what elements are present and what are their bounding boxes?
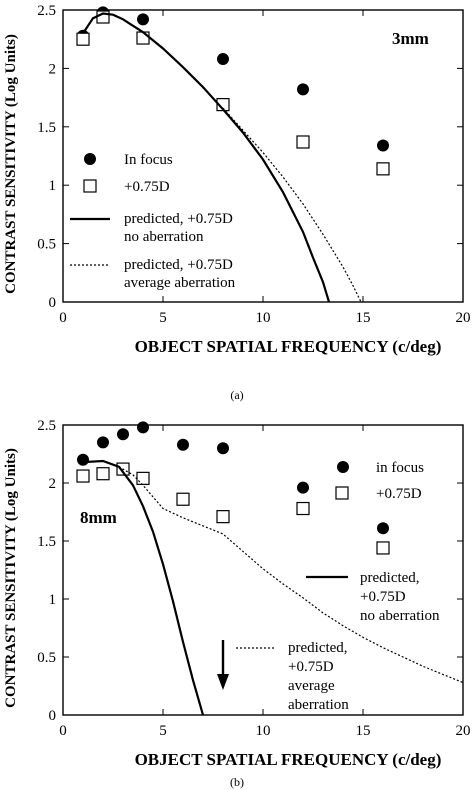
legend-label: +0.75D xyxy=(124,179,170,195)
legend-label: no aberration xyxy=(360,608,440,624)
data-point-defocus xyxy=(96,467,110,481)
data-point-defocus xyxy=(176,492,190,506)
data-point-in-focus xyxy=(377,139,389,152)
y-tick-label: 2.5 xyxy=(37,3,56,19)
data-point-defocus xyxy=(76,32,90,46)
panel-b: 0 5 10 15 20 0 0.5 1 1.5 2 2.5 OBJECT SPATIAL FREQU… xyxy=(3,418,471,789)
x-tick-label: 10 xyxy=(256,723,271,739)
legend-marker-defocus xyxy=(83,179,97,193)
plot-frame xyxy=(62,9,464,303)
data-point-in-focus xyxy=(137,13,149,26)
y-tick-label: 0 xyxy=(49,708,57,724)
panel-tag: 8mm xyxy=(80,508,117,527)
legend-label: no aberration xyxy=(124,229,204,245)
y-tick-label: 1 xyxy=(49,178,57,194)
data-point-defocus xyxy=(136,31,150,45)
x-tick-label: 5 xyxy=(159,723,167,739)
legend-label: +0.75D xyxy=(360,589,406,605)
legend-label: In focus xyxy=(124,152,173,168)
legend-marker-in-focus xyxy=(84,153,96,165)
x-axis-label: OBJECT SPATIAL FREQUENCY (c/deg) xyxy=(135,750,442,769)
legend-label: average aberration xyxy=(124,275,236,291)
y-tick-label: 1.5 xyxy=(37,534,56,550)
legend-label: predicted, xyxy=(360,570,420,586)
legend-label: predicted, xyxy=(288,640,348,656)
panel-caption: (a) xyxy=(230,388,243,402)
y-axis-label: CONTRAST SENSITIVITY (Log Units) xyxy=(3,448,19,708)
data-point-defocus xyxy=(376,541,390,555)
arrow-head xyxy=(217,674,229,690)
data-point-in-focus xyxy=(77,453,89,466)
data-point-in-focus xyxy=(117,428,129,441)
y-tick-label: 0 xyxy=(49,295,57,311)
data-point-defocus xyxy=(76,469,90,483)
series-line-no-aberration xyxy=(82,12,331,303)
y-tick-label: 2 xyxy=(49,61,57,77)
y-tick-label: 1.5 xyxy=(37,120,56,136)
series-line-average-aberration xyxy=(118,466,464,684)
legend-marker-in-focus xyxy=(337,461,349,473)
legend-label: predicted, +0.75D xyxy=(124,211,233,227)
legend-label: +0.75D xyxy=(288,659,334,675)
legend-label: predicted, +0.75D xyxy=(124,257,233,273)
y-tick-label: 2 xyxy=(49,476,57,492)
y-tick-label: 2.5 xyxy=(37,418,56,434)
legend-label: average xyxy=(288,678,335,694)
panel-tag: 3mm xyxy=(392,29,429,48)
series-line-average-aberration xyxy=(222,107,362,303)
x-tick-label: 5 xyxy=(159,310,167,326)
y-tick-label: 0.5 xyxy=(37,650,56,666)
y-tick-label: 0.5 xyxy=(37,237,56,253)
data-point-in-focus xyxy=(97,436,109,449)
x-axis-label: OBJECT SPATIAL FREQUENCY (c/deg) xyxy=(135,337,442,356)
data-point-in-focus xyxy=(297,481,309,494)
data-point-defocus xyxy=(296,501,310,516)
data-point-in-focus xyxy=(137,421,149,434)
legend-label: in focus xyxy=(376,460,424,476)
x-tick-label: 0 xyxy=(59,723,67,739)
legend-label: aberration xyxy=(288,697,349,713)
panel-a: 0 5 10 15 20 0 0.5 1 1.5 2 2.5 OBJECT SPATIAL FREQU… xyxy=(3,3,471,402)
data-point-defocus xyxy=(136,471,150,485)
legend-marker-defocus xyxy=(335,486,349,500)
x-tick-label: 10 xyxy=(256,310,271,326)
data-point-in-focus xyxy=(177,438,189,451)
y-tick-label: 1 xyxy=(49,592,57,608)
data-point-defocus xyxy=(216,510,230,524)
data-point-in-focus xyxy=(217,442,229,455)
data-point-in-focus xyxy=(297,83,309,96)
data-point-defocus xyxy=(376,162,390,176)
legend: In focus +0.75D predicted, +0.75D no aberra… xyxy=(70,152,236,291)
data-point-in-focus xyxy=(377,522,389,535)
series-line-no-aberration xyxy=(82,459,205,716)
panel-caption: (b) xyxy=(230,775,244,789)
y-axis-label: CONTRAST SENSITIVITY (Log Units) xyxy=(3,34,19,294)
data-point-in-focus xyxy=(217,53,229,66)
legend-label: +0.75D xyxy=(376,486,422,502)
x-tick-label: 0 xyxy=(59,310,67,326)
x-tick-label: 20 xyxy=(456,723,471,739)
data-point-defocus xyxy=(296,135,310,149)
x-tick-label: 15 xyxy=(356,723,371,739)
legend: in focus +0.75D predicted, +0.75D no aberrat… xyxy=(236,460,440,713)
x-tick-label: 15 xyxy=(356,310,371,326)
x-tick-label: 20 xyxy=(456,310,471,326)
